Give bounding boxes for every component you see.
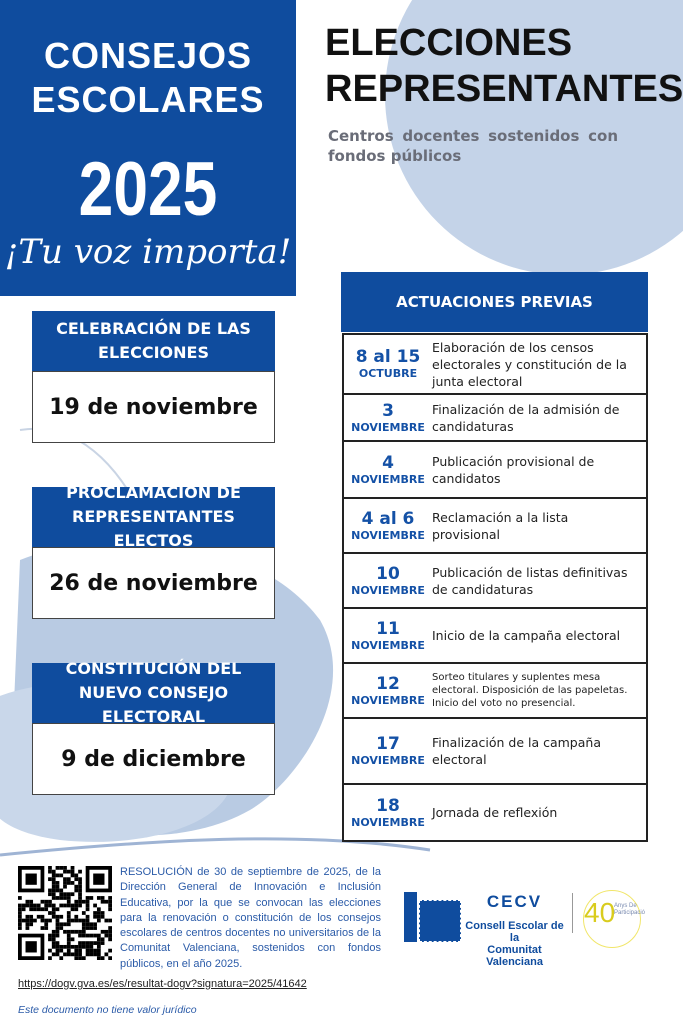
row-month: NOVIEMBRE [351, 693, 425, 707]
resolution-text: RESOLUCIÓN de 30 de septiembre de 2025, … [120, 866, 381, 970]
row-date: 8 al 15 OCTUBRE [344, 347, 432, 381]
row-month: NOVIEMBRE [351, 583, 425, 597]
key-date-box: CELEBRACIÓN DE LAS ELECCIONES 19 de novie… [32, 311, 275, 443]
title-line1: ELECCIONES [325, 22, 573, 64]
row-text: Sorteo titulares y suplentes mesa electo… [432, 672, 628, 709]
hero-slogan: ¡Tu voz importa! [4, 232, 292, 272]
row-text: Jornada de reflexión [432, 805, 558, 820]
cecv-logo: CECV Consell Escolar de la Comunitat Val… [462, 892, 567, 968]
row-text: Inicio de la campaña electoral [432, 628, 621, 643]
anniversary-text: Anys De Participació [614, 903, 646, 916]
key-date-value: 26 de noviembre [32, 547, 275, 619]
actuacion-row: 11 NOVIEMBRE Inicio de la campaña electora… [342, 607, 648, 664]
dogv-link[interactable]: https://dogv.gva.es/es/resultat-dogv?sig… [18, 978, 307, 990]
actuacion-row: 10 NOVIEMBRE Publicación de listas definit… [342, 552, 648, 609]
actuacion-row: 17 NOVIEMBRE Finalización de la campaña el… [342, 717, 648, 785]
row-text: Publicación de listas definitivas de can… [432, 564, 628, 597]
row-date: 10 NOVIEMBRE [344, 564, 432, 598]
row-text: Finalización de la campaña electoral [432, 735, 601, 767]
row-day: 17 [376, 734, 400, 754]
row-day: 4 al 6 [361, 508, 415, 529]
anniversary-logo: 40 Anys De Participació [583, 890, 646, 948]
row-date: 4 NOVIEMBRE [344, 453, 432, 487]
row-month: NOVIEMBRE [351, 815, 425, 829]
hero-year: 2025 [78, 147, 218, 232]
row-month: OCTUBRE [358, 367, 418, 380]
cecv-logo-icon [404, 892, 462, 942]
key-date-box: PROCLAMACIÓN DE REPRESENTANTES ELECTOS 26… [32, 483, 275, 619]
title-line2: REPRESENTANTES [325, 68, 683, 110]
row-date: 11 NOVIEMBRE [344, 619, 432, 653]
key-date-value: 9 de diciembre [32, 723, 275, 795]
row-text: Elaboración de los censos electorales y … [432, 339, 627, 389]
disclaimer: Este documento no tiene valor jurídico [18, 1004, 197, 1016]
logo-acronym: CECV [486, 892, 543, 911]
subtitle: Centros docentes sostenidos con fondos p… [328, 127, 618, 165]
actuacion-row: 3 NOVIEMBRE Finalización de la admisión de… [342, 393, 648, 442]
row-text: Finalización de la admisión de candidatu… [432, 401, 620, 434]
actuacion-row: 12 NOVIEMBRE Sorteo titulares y suplentes … [342, 662, 648, 719]
hero-banner: CONSEJOS ESCOLARES 2025 ¡Tu voz importa! [0, 0, 296, 296]
row-day: 10 [376, 563, 400, 584]
row-day: 3 [382, 400, 394, 421]
row-month: NOVIEMBRE [351, 528, 425, 542]
divider [572, 893, 573, 933]
row-date: 3 NOVIEMBRE [344, 401, 432, 435]
page-title: ELECCIONES REPRESENTANTES [325, 20, 683, 112]
qr-code[interactable] [18, 866, 112, 962]
row-month: NOVIEMBRE [351, 638, 425, 652]
logo-name2: Comunitat Valenciana [486, 944, 543, 968]
row-day: 11 [376, 618, 400, 639]
row-text: Reclamación a la lista provisional [432, 509, 569, 542]
row-month: NOVIEMBRE [351, 754, 425, 767]
row-day: 18 [376, 795, 400, 816]
key-date-value: 19 de noviembre [32, 371, 275, 443]
row-date: 12 NOVIEMBRE [344, 674, 432, 708]
anniversary-number: 40 [584, 897, 616, 928]
actuacion-row: 18 NOVIEMBRE Jornada de reflexión [342, 783, 648, 842]
row-date: 18 NOVIEMBRE [344, 796, 432, 830]
actuacion-row: 4 NOVIEMBRE Publicación provisional de can… [342, 440, 648, 499]
row-date: 4 al 6 NOVIEMBRE [344, 509, 432, 543]
row-day: 12 [376, 673, 400, 694]
key-date-label: CONSTITUCIÓN DEL NUEVO CONSEJO ELECTORAL [32, 659, 275, 726]
row-day: 8 al 15 [355, 347, 421, 367]
row-day: 4 [382, 452, 394, 473]
key-date-label: PROCLAMACIÓN DE REPRESENTANTES ELECTOS [32, 483, 275, 550]
row-month: NOVIEMBRE [351, 472, 425, 486]
actuaciones-header: ACTUACIONES PREVIAS [341, 272, 648, 332]
actuacion-row: 4 al 6 NOVIEMBRE Reclamación a la lista pr… [342, 497, 648, 554]
row-text: Publicación provisional de candidatos [432, 453, 595, 486]
row-date: 17 NOVIEMBRE [344, 734, 432, 768]
hero-line2: ESCOLARES [31, 79, 265, 120]
row-month: NOVIEMBRE [351, 420, 425, 434]
key-date-box: CONSTITUCIÓN DEL NUEVO CONSEJO ELECTORAL… [32, 659, 275, 795]
actuacion-row: 8 al 15 OCTUBRE Elaboración de los censos … [342, 333, 648, 395]
hero-line1: CONSEJOS [43, 35, 253, 76]
logo-name1: Consell Escolar de la [465, 920, 564, 944]
key-date-label: CELEBRACIÓN DE LAS ELECCIONES [32, 311, 275, 371]
